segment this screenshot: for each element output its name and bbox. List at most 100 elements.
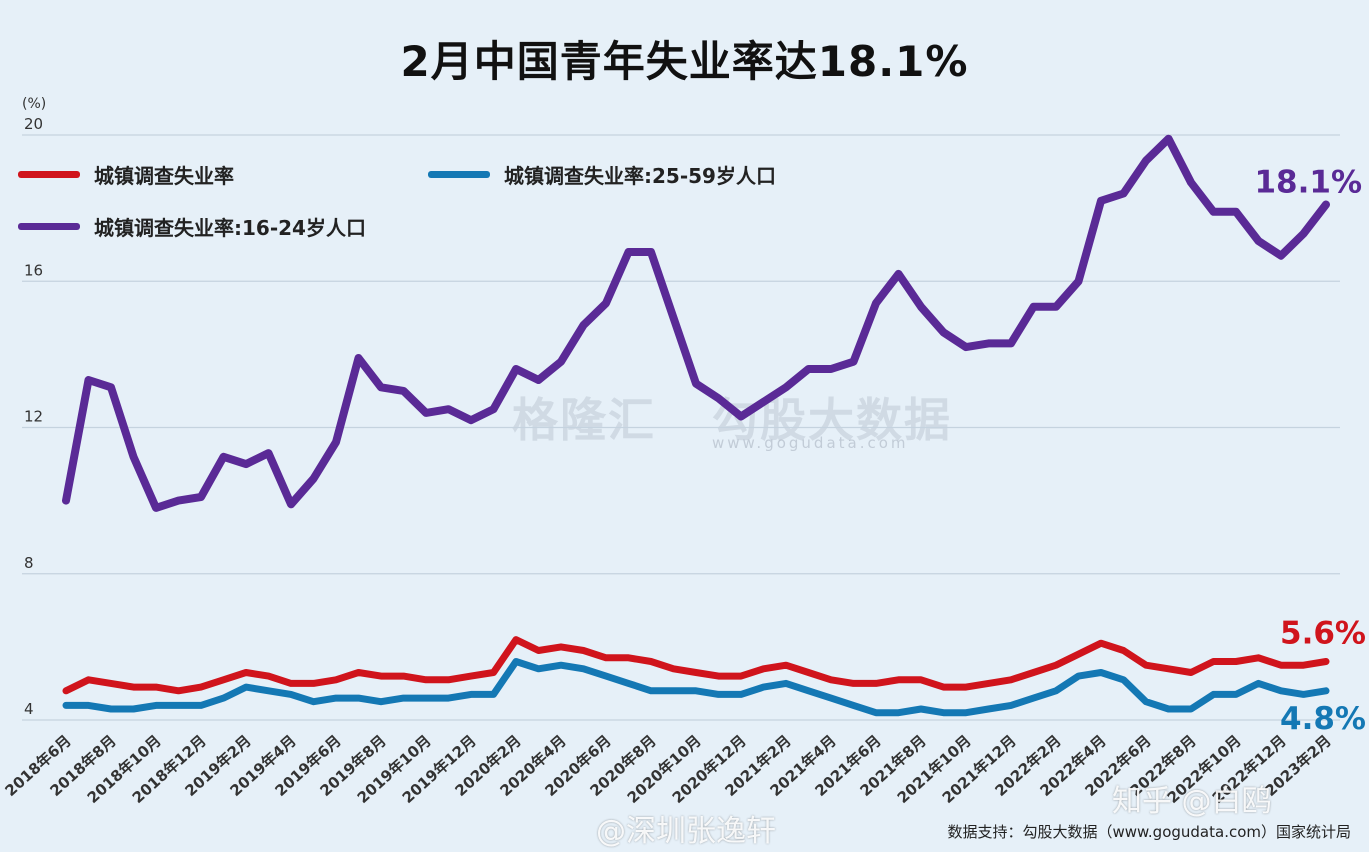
data-point: [313, 478, 314, 479]
end-value-label: 4.8%: [1280, 701, 1366, 737]
data-point: [246, 687, 247, 688]
data-point: [223, 456, 224, 457]
data-point: [1056, 690, 1057, 691]
data-point: [741, 676, 742, 677]
data-point: [133, 709, 134, 710]
data-point: [1101, 672, 1102, 673]
data-point: [156, 507, 157, 508]
legend-item-25-59: 城镇调查失业率:25-59岁人口: [428, 160, 776, 189]
data-point: [1033, 306, 1034, 307]
data-point: [1101, 200, 1102, 201]
data-point: [336, 698, 337, 699]
data-point: [763, 668, 764, 669]
data-point: [561, 361, 562, 362]
data-point: [1191, 709, 1192, 710]
data-point: [1258, 657, 1259, 658]
data-point: [1303, 665, 1304, 666]
data-point: [831, 679, 832, 680]
data-point: [988, 709, 989, 710]
data-point: [628, 252, 629, 253]
data-point: [1146, 665, 1147, 666]
data-point: [133, 687, 134, 688]
data-point: [943, 712, 944, 713]
data-point: [1123, 679, 1124, 680]
data-point: [291, 504, 292, 505]
legend-item-16-24: 城镇调查失业率:16-24岁人口: [18, 212, 366, 241]
data-point: [1056, 665, 1057, 666]
data-point: [268, 690, 269, 691]
data-point: [966, 712, 967, 713]
data-point: [538, 668, 539, 669]
y-axis-unit: (%): [22, 96, 47, 112]
data-point: [1303, 694, 1304, 695]
data-point: [201, 705, 202, 706]
data-point: [403, 390, 404, 391]
data-point: [628, 657, 629, 658]
data-point: [223, 679, 224, 680]
data-point: [1191, 672, 1192, 673]
data-point: [1258, 683, 1259, 684]
data-point: [831, 369, 832, 370]
data-point: [426, 412, 427, 413]
legend-swatch-red: [18, 171, 80, 178]
data-point: [1213, 694, 1214, 695]
data-point: [718, 694, 719, 695]
data-point: [336, 442, 337, 443]
data-point: [178, 690, 179, 691]
data-point: [1101, 643, 1102, 644]
data-point: [471, 676, 472, 677]
data-point: [943, 687, 944, 688]
source-note: 数据支持：勾股大数据（www.gogudata.com）国家统计局: [947, 823, 1351, 841]
data-point: [448, 698, 449, 699]
data-point: [651, 252, 652, 253]
data-point: [1056, 306, 1057, 307]
data-point: [381, 676, 382, 677]
end-value-label: 5.6%: [1280, 616, 1366, 652]
data-point: [673, 668, 674, 669]
data-point: [1213, 661, 1214, 662]
data-point: [223, 698, 224, 699]
data-point: [583, 650, 584, 651]
data-point: [268, 453, 269, 454]
series-line: [62, 134, 1330, 512]
url-watermark: www.gogudata.com: [712, 434, 909, 452]
data-point: [268, 676, 269, 677]
data-point: [718, 676, 719, 677]
data-point: [966, 687, 967, 688]
data-point: [66, 500, 67, 501]
legend-swatch-purple: [18, 223, 80, 230]
data-point: [696, 690, 697, 691]
data-point: [808, 690, 809, 691]
data-point: [1236, 661, 1237, 662]
data-point: [1123, 650, 1124, 651]
y-tick-label: 4: [24, 700, 34, 718]
data-point: [1033, 672, 1034, 673]
y-tick-label: 12: [24, 408, 43, 426]
data-point: [1011, 343, 1012, 344]
data-point: [493, 672, 494, 673]
data-point: [178, 500, 179, 501]
data-point: [493, 694, 494, 695]
data-point: [808, 672, 809, 673]
data-point: [133, 456, 134, 457]
data-point: [898, 679, 899, 680]
data-point: [561, 665, 562, 666]
data-point: [876, 683, 877, 684]
data-point: [1123, 193, 1124, 194]
data-point: [88, 705, 89, 706]
zhihu-credit: 知乎 @白鸥: [1112, 784, 1272, 819]
data-point: [606, 676, 607, 677]
series-line: [62, 658, 1330, 717]
data-point: [111, 387, 112, 388]
data-point: [718, 398, 719, 399]
data-point: [246, 464, 247, 465]
data-point: [516, 369, 517, 370]
data-point: [898, 712, 899, 713]
data-point: [673, 690, 674, 691]
legend-item-total: 城镇调查失业率: [18, 160, 234, 189]
data-point: [1168, 709, 1169, 710]
data-point: [988, 683, 989, 684]
y-tick-label: 16: [24, 261, 43, 279]
data-point: [358, 698, 359, 699]
data-point: [1236, 211, 1237, 212]
